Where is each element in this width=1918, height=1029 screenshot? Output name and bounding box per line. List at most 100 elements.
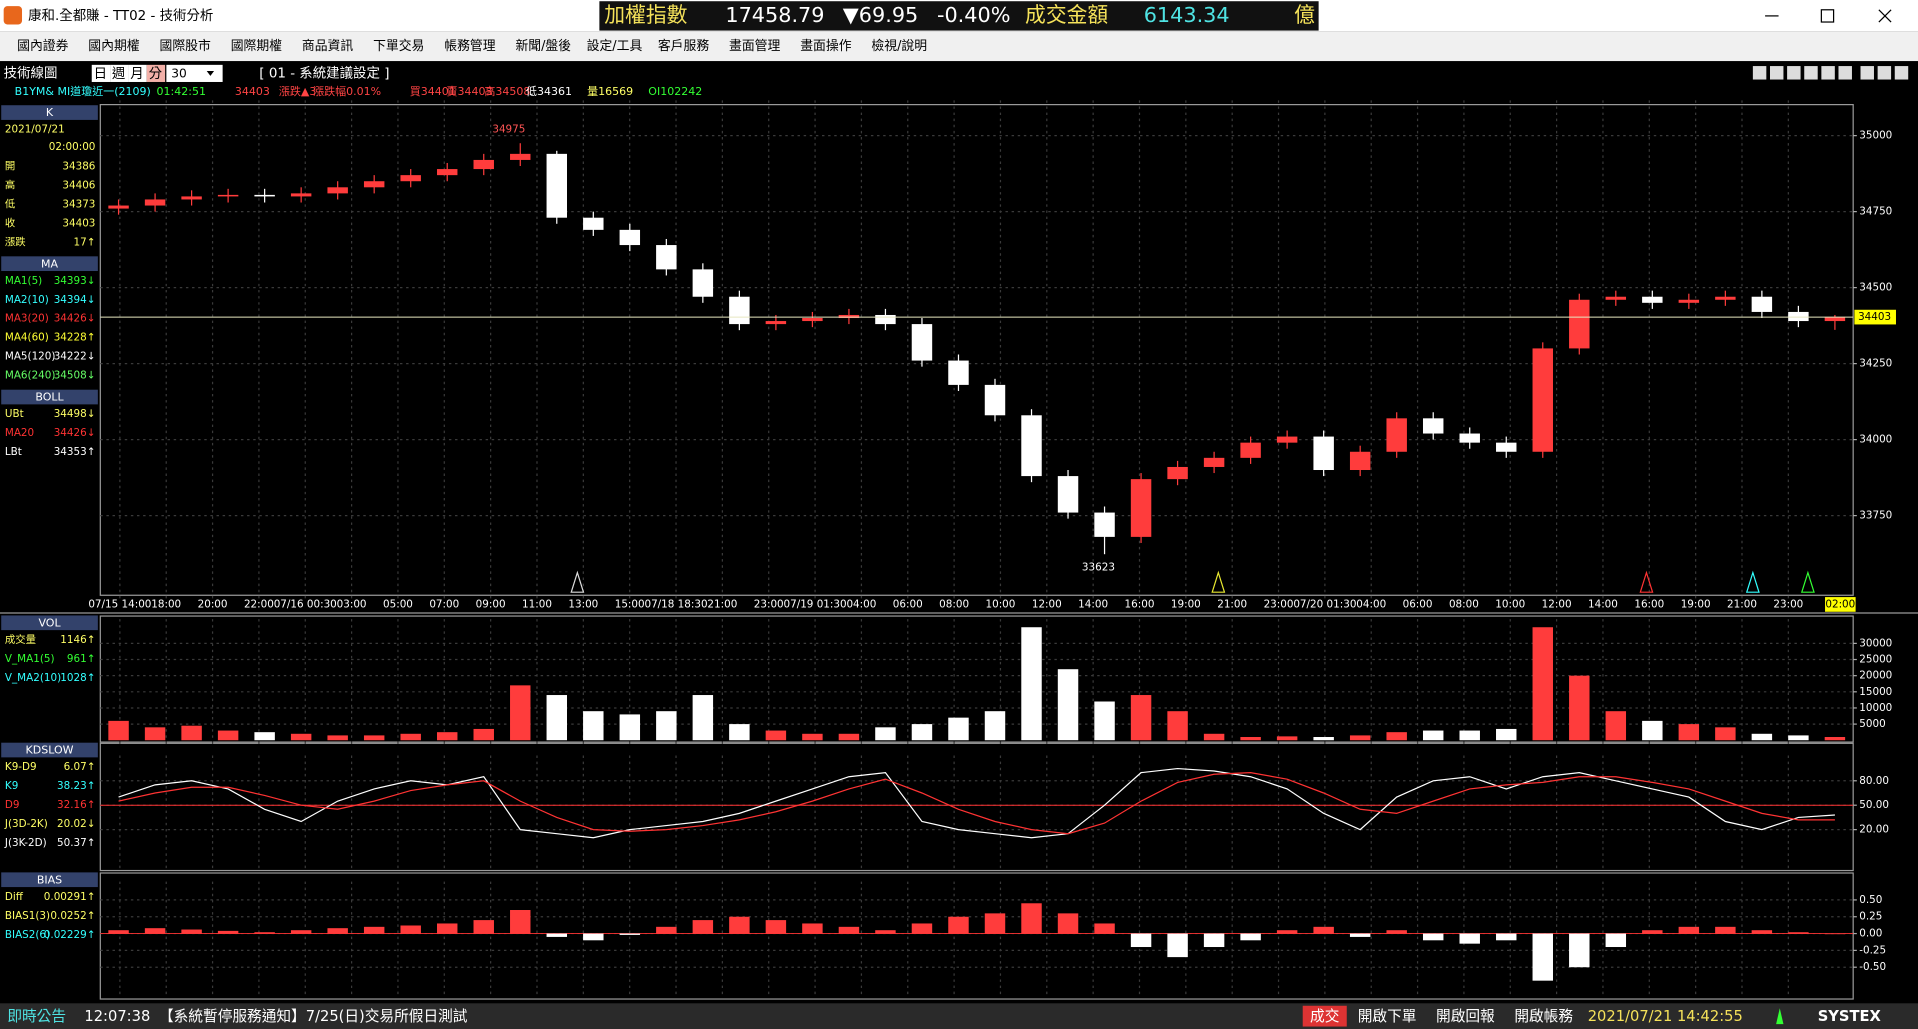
bar [1751,733,1773,741]
menu-item[interactable]: 國際股市 [160,38,211,54]
y-tick-label: 34500 [1859,282,1892,294]
turnover-value: 6143.34 [1144,3,1230,27]
menu-item[interactable]: 國內證券 [17,38,68,54]
x-tick-label: 20:00 [198,598,228,610]
status-button-bg [1302,1005,1347,1027]
period-button[interactable] [91,64,111,82]
turnover-label: 成交金額 [1025,3,1108,27]
bar [510,685,531,741]
bar [1605,933,1627,948]
candle-body [984,384,1006,416]
turnover-unit: 億 [1294,3,1315,27]
candle-body [1276,436,1298,443]
bar [1276,736,1298,741]
tool-icon[interactable] [1894,66,1909,80]
bar [765,920,787,934]
x-tick-label: 21:00 [1217,598,1247,610]
close-button[interactable] [1878,9,1892,23]
menu-item[interactable]: 商品資訊 [302,39,353,54]
info-title: K [46,106,54,119]
count-select[interactable] [166,64,223,82]
tool-icon[interactable] [1860,66,1874,80]
bar [436,923,458,934]
bar [1605,711,1627,741]
tool-icon[interactable] [1752,66,1767,80]
menu-item[interactable]: 畫面管理 [729,38,780,54]
bar [400,925,421,934]
bar [144,928,166,934]
quote-item: 漲跌▲3 [279,84,316,98]
info-value: 34508↓ [54,370,96,382]
bar [838,926,860,934]
menu-item[interactable]: 檢視/說明 [871,38,927,54]
period-button[interactable] [110,64,129,82]
index-change: ▼69.95 [843,3,918,27]
bar [729,724,750,741]
setting-label[interactable]: [ 01 - 系統建議設定 ] [259,65,389,81]
bar [1751,930,1773,934]
candle-body [1094,512,1115,537]
quote-item: OI102242 [648,85,702,98]
bar [1203,933,1225,948]
info-label: MA6(240) [5,370,56,382]
menu-item[interactable]: 帳務管理 [444,38,495,54]
bar [1313,926,1334,934]
bar [181,929,202,934]
status-time: 12:07:38 [84,1008,150,1025]
period-button[interactable] [128,64,147,82]
tool-icon[interactable] [1787,66,1801,80]
menu-item[interactable]: 國內期權 [88,39,139,54]
status-button[interactable]: 開啟下單 [1358,1008,1417,1025]
last-time-bg [1825,597,1856,612]
tool-icon[interactable] [1769,66,1784,80]
bar [1642,720,1663,741]
menu-item[interactable]: 國際期權 [231,39,282,54]
candle-body [144,199,166,206]
index-change-pct: -0.40% [937,3,1011,27]
bar [984,711,1006,741]
x-tick-label: 06:00 [1403,598,1433,610]
tool-icon[interactable] [1804,66,1818,80]
bar [1569,675,1590,741]
info-value: 0.02229↑ [44,929,96,941]
menu-item[interactable]: 設定/工具 [587,38,643,54]
bar [1459,933,1480,944]
y-tick-label: 0.25 [1859,911,1882,923]
bar [1167,933,1188,958]
tool-icon[interactable] [1838,66,1852,80]
tool-icon[interactable] [1821,66,1835,80]
x-tick-label: 21:00 [1727,598,1757,610]
bar [546,933,568,937]
y-tick-label: 20000 [1859,670,1892,682]
info-label: 高 [5,178,15,191]
app-icon [3,6,23,25]
bar [1532,933,1553,981]
menu-item[interactable]: 畫面操作 [800,38,851,54]
x-tick-label: 08:00 [1449,598,1479,610]
info-value: 34222↓ [54,351,96,363]
bar [1349,735,1371,741]
maximize-button[interactable] [1820,9,1835,23]
tool-icon[interactable] [1877,66,1892,80]
info-label: V_MA1(5) [5,653,55,665]
period-button[interactable] [146,64,166,82]
info-label: 漲跌 [5,235,26,248]
status-notice[interactable]: 【系統暫停服務通知】7/25(日)交易所假日測試 [159,1007,468,1025]
status-button[interactable]: 開啟帳務 [1514,1008,1573,1025]
bar [546,695,568,741]
x-tick-label: 13:00 [568,598,598,610]
info-value: 34373 [62,198,95,210]
x-tick-label: 07:00 [429,598,459,610]
info-value: 17↑ [74,236,96,248]
status-button[interactable]: 成交 [1310,1007,1340,1025]
bar [911,923,933,934]
menu-item[interactable]: 下單交易 [373,38,424,54]
status-button[interactable]: 開啟回報 [1436,1008,1495,1025]
menu-item[interactable]: 客戶服務 [658,38,709,54]
menu-item[interactable]: 新聞/盤後 [515,38,571,54]
signal-marker [570,570,585,593]
low-label: 33623 [1082,562,1115,574]
x-tick-label: 07/20 01:30 [1293,598,1356,610]
status-icon [1776,1008,1784,1025]
info-label: 成交量 [5,633,36,646]
